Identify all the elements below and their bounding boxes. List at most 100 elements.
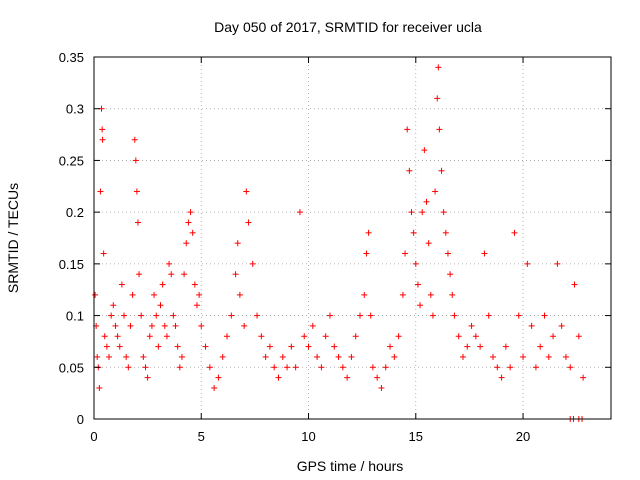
- data-point: [309, 322, 316, 329]
- data-point: [515, 312, 522, 319]
- data-point: [339, 364, 346, 371]
- data-points: [92, 64, 587, 422]
- data-point: [434, 95, 441, 102]
- data-point: [224, 333, 231, 340]
- data-point: [144, 374, 151, 381]
- data-point: [580, 374, 587, 381]
- data-point: [292, 364, 299, 371]
- data-point: [159, 281, 166, 288]
- data-point: [140, 353, 147, 360]
- data-point: [575, 333, 582, 340]
- data-point: [391, 353, 398, 360]
- data-point: [369, 364, 376, 371]
- data-point: [198, 322, 205, 329]
- data-point: [554, 260, 561, 267]
- y-tick-label: 0.2: [66, 205, 84, 220]
- data-point: [258, 333, 265, 340]
- data-point: [435, 64, 442, 71]
- data-point: [314, 353, 321, 360]
- data-point: [524, 260, 531, 267]
- data-point: [429, 312, 436, 319]
- grid-lines: [94, 57, 611, 419]
- data-point: [241, 322, 248, 329]
- data-point: [245, 219, 252, 226]
- data-point: [178, 353, 185, 360]
- data-point: [106, 353, 113, 360]
- x-tick-label: 20: [516, 429, 530, 444]
- data-point: [447, 271, 454, 278]
- data-point: [185, 219, 192, 226]
- data-point: [378, 384, 385, 391]
- data-point: [202, 343, 209, 350]
- data-point: [118, 281, 125, 288]
- data-point: [148, 322, 155, 329]
- data-point: [161, 322, 168, 329]
- data-point: [108, 312, 115, 319]
- data-point: [423, 198, 430, 205]
- x-axis-label: GPS time / hours: [297, 458, 404, 474]
- data-point: [449, 291, 456, 298]
- data-point: [211, 384, 218, 391]
- y-tick-label: 0: [77, 412, 84, 427]
- data-point: [472, 333, 479, 340]
- data-point: [464, 343, 471, 350]
- data-point: [99, 126, 106, 133]
- data-point: [335, 353, 342, 360]
- data-point: [374, 374, 381, 381]
- data-point: [305, 343, 312, 350]
- data-point: [249, 260, 256, 267]
- data-point: [112, 322, 119, 329]
- data-point: [367, 312, 374, 319]
- data-point: [408, 209, 415, 216]
- data-point: [357, 312, 364, 319]
- x-tick-label: 5: [198, 429, 205, 444]
- data-point: [520, 353, 527, 360]
- data-point: [187, 209, 194, 216]
- data-point: [196, 291, 203, 298]
- data-point: [296, 209, 303, 216]
- data-point: [114, 333, 121, 340]
- y-tick-label: 0.05: [59, 360, 84, 375]
- data-point: [404, 126, 411, 133]
- data-point: [206, 364, 213, 371]
- x-tick-label: 15: [409, 429, 423, 444]
- axis-ticks: [93, 56, 611, 420]
- data-point: [132, 157, 139, 164]
- data-point: [131, 136, 138, 143]
- data-point: [419, 209, 426, 216]
- data-point: [352, 333, 359, 340]
- data-point: [97, 188, 104, 195]
- data-point: [545, 353, 552, 360]
- data-point: [412, 260, 419, 267]
- data-point: [567, 364, 574, 371]
- data-point: [440, 209, 447, 216]
- data-point: [219, 353, 226, 360]
- data-point: [425, 240, 432, 247]
- y-tick-label: 0.25: [59, 153, 84, 168]
- data-point: [243, 188, 250, 195]
- data-point: [136, 271, 143, 278]
- data-point: [234, 240, 241, 247]
- data-point: [262, 353, 269, 360]
- data-point: [134, 219, 141, 226]
- x-tick-label: 0: [90, 429, 97, 444]
- data-point: [421, 147, 428, 154]
- data-point: [468, 322, 475, 329]
- data-point: [494, 364, 501, 371]
- data-point: [189, 229, 196, 236]
- data-point: [168, 271, 175, 278]
- data-point: [399, 291, 406, 298]
- data-point: [94, 353, 101, 360]
- data-point: [410, 229, 417, 236]
- data-point: [138, 312, 145, 319]
- data-point: [92, 291, 99, 298]
- data-point: [157, 302, 164, 309]
- y-tick-label: 0.15: [59, 257, 84, 272]
- data-point: [183, 240, 190, 247]
- data-point: [363, 250, 370, 257]
- data-point: [562, 353, 569, 360]
- data-point: [477, 343, 484, 350]
- data-point: [344, 374, 351, 381]
- data-point: [215, 374, 222, 381]
- data-point: [163, 333, 170, 340]
